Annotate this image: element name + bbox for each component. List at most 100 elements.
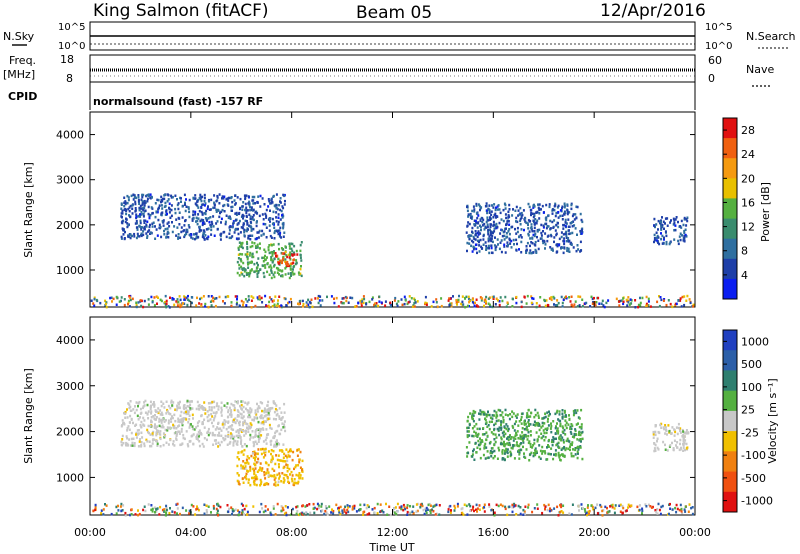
scatter-point [486,413,488,416]
scatter-point [527,506,530,509]
scatter-point [508,417,511,421]
scatter-point [267,474,270,477]
scatter-point [449,297,452,300]
scatter-point [143,444,146,448]
scatter-point [139,416,141,419]
scatter-point [105,305,108,309]
scatter-point [609,505,612,508]
scatter-point [196,438,199,441]
scatter-point [278,449,281,452]
scatter-point [190,296,193,299]
scatter-point [165,504,168,508]
scatter-point [493,427,496,431]
scatter-point [663,298,666,301]
scatter-point [507,220,510,223]
scatter-point [239,197,242,201]
scatter-point [505,447,508,451]
scatter-point [569,448,571,452]
scatter-point [255,413,258,416]
scatter-point [238,267,241,270]
scatter-point [249,465,252,469]
scatter-point [530,451,533,455]
scatter-point [561,214,564,217]
scatter-point [504,507,507,511]
scatter-point [264,414,267,417]
scatter-point [507,438,510,442]
scatter-point [236,472,239,475]
scatter-point [189,407,192,410]
scatter-point [655,510,658,514]
scatter-point [199,297,201,301]
scatter-point [281,269,284,272]
scatter-point [471,230,473,233]
scatter-point [181,422,183,425]
scatter-point [563,206,566,209]
scatter-point [157,206,160,210]
y-tick-label: 3000 [56,380,84,393]
scatter-point [517,209,520,212]
scatter-point [520,216,523,219]
scatter-point [253,482,256,485]
scatter-point [208,208,211,211]
scatter-point [520,240,523,244]
scatter-point [229,425,232,428]
scatter-point [132,198,135,201]
scatter-point [493,203,496,206]
scatter-point [230,413,233,417]
scatter-point [207,305,210,309]
scatter-point [270,269,273,272]
scatter-point [580,218,583,222]
scatter-point [685,429,688,432]
scatter-point [680,446,682,450]
scatter-point [214,415,217,418]
scatter-point [424,301,427,305]
scatter-point [684,439,687,442]
scatter-point [669,502,671,506]
scatter-point [473,305,476,308]
scatter-point [487,228,490,232]
scatter-point [271,305,274,308]
scatter-point [552,295,555,299]
scatter-point [494,248,497,252]
scatter-point [284,505,287,508]
scatter-point [276,458,279,462]
scatter-point [259,482,262,486]
scatter-point [291,270,294,274]
scatter-point [203,229,205,232]
scatter-point [481,220,484,224]
scatter-point [665,303,668,307]
scatter-point [240,451,243,454]
scatter-point [151,211,154,215]
scatter-point [529,244,531,248]
scatter-point [290,449,292,453]
scatter-point [594,506,597,510]
scatter-point [501,504,504,508]
scatter-point [455,299,458,302]
scatter-point [237,410,240,414]
scatter-point [561,417,564,420]
scatter-point [587,504,589,507]
scatter-point [593,301,596,304]
scatter-point [229,217,232,220]
scatter-point [124,511,127,515]
scatter-point [498,433,501,437]
scatter-point [358,508,361,512]
scatter-point [241,241,244,245]
scatter-region [236,447,304,487]
scatter-point [158,424,161,428]
scatter-point [477,439,480,443]
scatter-point [519,512,522,516]
scatter-point [180,427,183,431]
scatter-point [184,201,186,205]
scatter-point [274,295,277,298]
scatter-point [569,445,571,449]
scatter-point [252,456,255,459]
scatter-point [594,304,597,307]
scatter-point [212,443,215,446]
scatter-point [563,411,566,414]
scatter-point [193,428,196,431]
scatter-point [663,236,665,239]
scatter-point [179,298,182,302]
scatter-point [269,209,271,212]
scatter-point [217,504,220,507]
